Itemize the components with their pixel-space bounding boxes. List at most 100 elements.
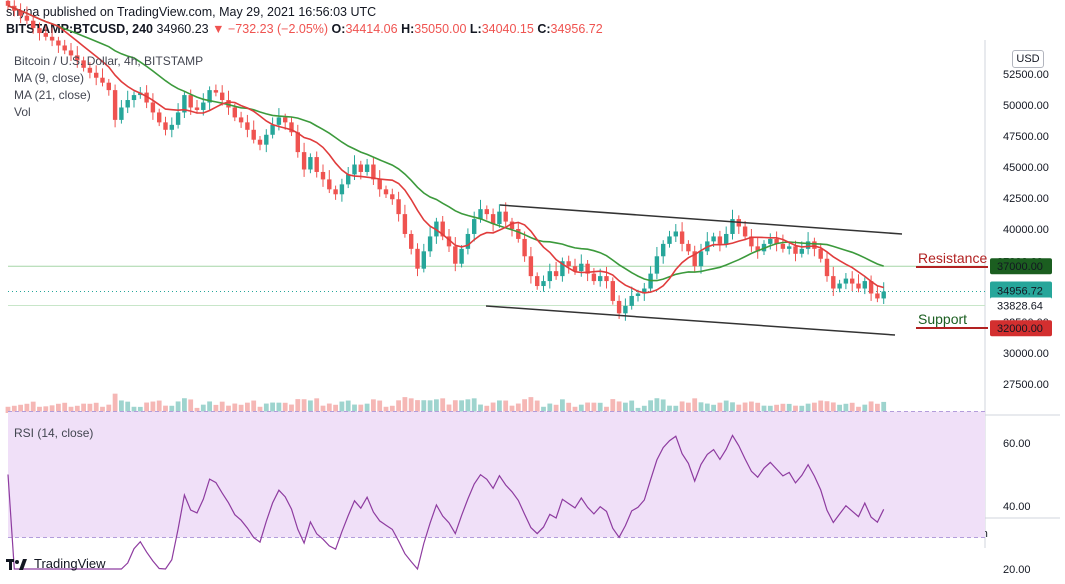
volume-bar: [749, 401, 754, 413]
volume-bar: [415, 400, 420, 413]
volume-bar: [5, 406, 11, 413]
volume-bar: [282, 402, 288, 413]
volume-bar: [352, 404, 357, 413]
volume-bar: [320, 405, 326, 413]
volume-bar: [43, 406, 49, 413]
volume-bar: [793, 405, 798, 413]
volume-bar: [150, 401, 156, 413]
candle-body: [207, 90, 212, 103]
volume-bar: [402, 397, 408, 413]
candle-body: [843, 278, 849, 284]
volume-bar: [862, 404, 868, 413]
volume-bar: [308, 400, 313, 413]
candle-body: [352, 164, 357, 175]
close-label: C:: [537, 22, 551, 36]
volume-bar: [213, 404, 219, 413]
support-price-tag-bg: [990, 320, 1052, 337]
volume-bar: [623, 402, 628, 413]
volume-group: [5, 393, 887, 413]
volume-bar: [345, 400, 351, 413]
candle-body: [610, 281, 615, 301]
candle-body: [698, 251, 704, 267]
candle-body: [276, 117, 282, 125]
volume-bar: [824, 401, 830, 413]
candle-body: [320, 171, 326, 180]
candle-body: [24, 15, 30, 21]
candle-body: [661, 243, 666, 257]
volume-bar: [200, 404, 206, 413]
rsi-band: [8, 411, 985, 538]
candle-body: [742, 226, 748, 237]
volume-bar: [100, 406, 105, 413]
candle-body: [818, 248, 823, 259]
volume-bar: [238, 404, 244, 413]
ma21-line: [7, 5, 884, 282]
volume-bar: [780, 403, 786, 413]
volume-bar: [742, 402, 748, 413]
candle-body: [535, 276, 540, 287]
open-value: 34414.06: [345, 22, 398, 36]
candle-body: [75, 55, 80, 61]
volume-bar: [232, 403, 238, 413]
volume-bar: [383, 406, 389, 413]
volume-bar: [62, 402, 68, 413]
candle-body: [333, 189, 338, 195]
volume-bar: [257, 406, 263, 413]
publish-info: shyna published on TradingView.com, May …: [6, 5, 377, 19]
candle-body: [49, 36, 55, 41]
volume-bar: [163, 405, 168, 413]
volume-bar: [389, 405, 395, 413]
candle-body: [446, 236, 452, 247]
candle-body: [478, 209, 483, 220]
tradingview-footer[interactable]: TradingView: [6, 556, 106, 571]
volume-bar: [648, 400, 653, 413]
candle-body: [591, 273, 597, 282]
volume-bar: [755, 402, 761, 413]
price-tick-label: 42500.00: [1003, 193, 1049, 205]
volume-bar: [818, 400, 824, 413]
resistance-price-tag-bg: [990, 258, 1052, 275]
candle-body: [238, 117, 244, 123]
candle-body: [755, 246, 760, 252]
volume-bar: [471, 398, 477, 413]
candle-body: [774, 238, 779, 244]
close-value: 34956.72: [550, 22, 603, 36]
candle-body: [100, 77, 105, 83]
volume-bar: [843, 403, 849, 413]
candle-body: [125, 100, 130, 108]
candle-body: [131, 95, 137, 101]
volume-bar: [169, 405, 175, 413]
support-price-tag: 32000.00: [997, 323, 1043, 335]
volume-bar: [711, 404, 716, 413]
volume-bar: [635, 407, 641, 413]
candle-body: [465, 233, 471, 249]
candle-body: [711, 236, 716, 242]
candle-body: [346, 174, 351, 185]
candle-body: [157, 112, 162, 123]
volume-bar: [314, 398, 320, 413]
channel-lower-line: [485, 305, 896, 336]
candle-body: [598, 276, 603, 282]
volume-bar: [106, 404, 112, 413]
candle-body: [150, 102, 156, 113]
candle-body: [43, 33, 48, 37]
volume-bar: [93, 402, 99, 413]
candle-body: [358, 164, 363, 172]
candle-body: [194, 107, 200, 110]
candle-body: [245, 122, 250, 130]
channel-upper-line: [499, 204, 903, 235]
volume-bar: [207, 401, 212, 413]
volume-bar: [497, 400, 502, 413]
volume-bar: [585, 402, 590, 413]
currency-button[interactable]: USD: [1012, 50, 1044, 68]
volume-bar: [484, 405, 490, 413]
candle-body: [371, 164, 376, 180]
volume-bar: [881, 401, 887, 413]
volume-bar: [270, 402, 275, 413]
candle-body: [119, 107, 124, 120]
volume-bar: [188, 399, 194, 413]
candle-body: [226, 100, 231, 108]
low-value: 34040.15: [481, 22, 534, 36]
